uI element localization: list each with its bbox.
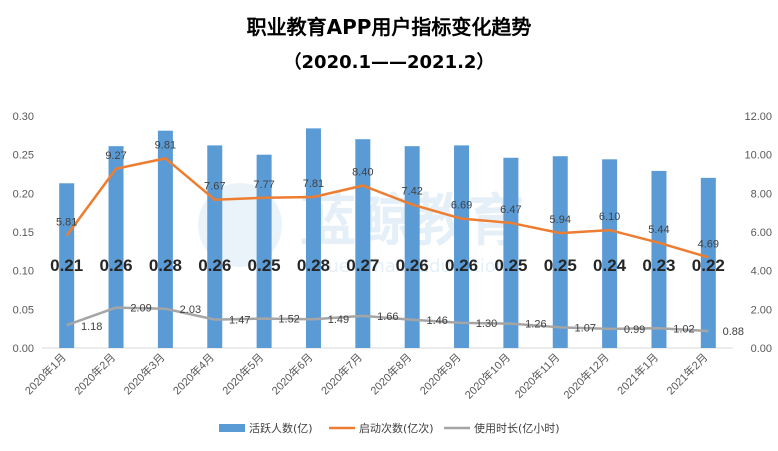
launches-value-label: 7.77 bbox=[253, 179, 274, 191]
legend-swatch-active-users bbox=[219, 424, 245, 432]
y-left-tick-label: 0.00 bbox=[13, 343, 34, 355]
bar bbox=[651, 170, 667, 348]
y-right-tick-label: 10.00 bbox=[744, 150, 772, 162]
usage-time-value-label: 1.02 bbox=[673, 323, 694, 335]
y-left-tick-label: 0.20 bbox=[13, 188, 34, 200]
y-left-tick-label: 0.05 bbox=[13, 304, 34, 316]
bar-value-label: 0.25 bbox=[544, 256, 577, 275]
y-left-tick-label: 0.30 bbox=[13, 111, 34, 123]
launches-value-label: 9.81 bbox=[155, 139, 176, 151]
chart-title: 职业教育APP用户指标变化趋势 bbox=[247, 15, 532, 39]
usage-time-value-label: 1.30 bbox=[476, 318, 497, 330]
bar bbox=[602, 159, 618, 348]
launches-value-label: 5.94 bbox=[550, 214, 571, 226]
bar-value-label: 0.26 bbox=[99, 256, 132, 275]
y-right-tick-label: 2.00 bbox=[751, 304, 772, 316]
launches-value-label: 6.69 bbox=[451, 200, 472, 212]
chart-subtitle: （2020.1——2021.2） bbox=[284, 52, 495, 73]
bar-value-label: 0.25 bbox=[494, 256, 527, 275]
bar-value-label: 0.26 bbox=[198, 256, 231, 275]
launches-value-label: 8.40 bbox=[352, 167, 373, 179]
legend-label-active-users: 活跃人数(亿) bbox=[249, 421, 313, 435]
bar bbox=[355, 139, 371, 348]
legend: 活跃人数(亿) 启动次数(亿次) 使用时长(亿小时) bbox=[219, 421, 560, 435]
usage-time-value-label: 1.49 bbox=[328, 314, 349, 326]
bar-value-label: 0.27 bbox=[346, 256, 379, 275]
usage-time-value-label: 0.99 bbox=[624, 324, 645, 336]
y-left-tick-label: 0.25 bbox=[13, 150, 34, 162]
y-left-tick-label: 0.15 bbox=[13, 227, 34, 239]
data-labels: 0.21 0.26 0.28 0.26 0.25 0.28 0.27 0.26 0.26 0.25… bbox=[50, 139, 744, 338]
legend-label-launches: 启动次数(亿次) bbox=[359, 421, 434, 435]
line-series bbox=[65, 157, 709, 333]
usage-time-value-label: 2.03 bbox=[180, 304, 201, 316]
bar-value-label: 0.25 bbox=[248, 256, 281, 275]
launches-value-label: 7.42 bbox=[401, 186, 422, 198]
bar bbox=[454, 145, 470, 348]
y-right-tick-label: 4.00 bbox=[751, 266, 772, 278]
y-right-tick-label: 6.00 bbox=[751, 227, 772, 239]
y-left-tick-label: 0.10 bbox=[13, 266, 34, 278]
usage-time-value-label: 0.88 bbox=[723, 326, 744, 338]
y-right-tick-label: 8.00 bbox=[751, 188, 772, 200]
bar-value-label: 0.28 bbox=[149, 256, 182, 275]
launches-value-label: 5.44 bbox=[648, 224, 669, 236]
launches-value-label: 7.67 bbox=[204, 181, 225, 193]
usage-time-value-label: 1.18 bbox=[81, 321, 102, 333]
launches-value-label: 4.69 bbox=[698, 238, 719, 250]
bar bbox=[503, 157, 519, 348]
bar-value-label: 0.22 bbox=[692, 256, 725, 275]
usage-time-value-label: 1.26 bbox=[525, 319, 546, 331]
usage-time-value-label: 1.07 bbox=[575, 322, 596, 334]
bar bbox=[59, 183, 75, 348]
y-right-tick-label: 12.00 bbox=[744, 111, 772, 123]
launches-value-label: 7.81 bbox=[303, 178, 324, 190]
usage-time-value-label: 1.47 bbox=[229, 315, 250, 327]
bar bbox=[256, 154, 272, 348]
launches-value-label: 6.10 bbox=[599, 211, 620, 223]
legend-label-usage-time: 使用时长(亿小时) bbox=[474, 422, 560, 435]
bar-value-label: 0.26 bbox=[445, 256, 478, 275]
y-right-tick-label: 0.00 bbox=[751, 343, 772, 355]
line-usage-time bbox=[66, 306, 709, 333]
bar-value-label: 0.24 bbox=[593, 256, 627, 275]
bar-value-label: 0.21 bbox=[50, 256, 83, 275]
usage-time-value-label: 1.52 bbox=[278, 314, 299, 326]
bar bbox=[700, 177, 716, 348]
bar bbox=[305, 128, 321, 348]
usage-time-value-label: 2.09 bbox=[130, 303, 151, 315]
usage-time-value-label: 1.46 bbox=[426, 315, 447, 327]
launches-value-label: 5.81 bbox=[56, 217, 77, 229]
bar bbox=[404, 146, 420, 348]
launches-value-label: 9.27 bbox=[105, 150, 126, 162]
bar bbox=[108, 146, 124, 348]
launches-value-label: 6.47 bbox=[500, 204, 521, 216]
bar-value-label: 0.23 bbox=[642, 256, 675, 275]
line-launches bbox=[65, 157, 709, 259]
usage-time-value-label: 1.66 bbox=[377, 311, 398, 323]
bar bbox=[157, 130, 173, 348]
bar-value-label: 0.26 bbox=[396, 256, 429, 275]
bar-series bbox=[59, 128, 716, 348]
bar-value-label: 0.28 bbox=[297, 256, 330, 275]
bar bbox=[552, 156, 568, 348]
